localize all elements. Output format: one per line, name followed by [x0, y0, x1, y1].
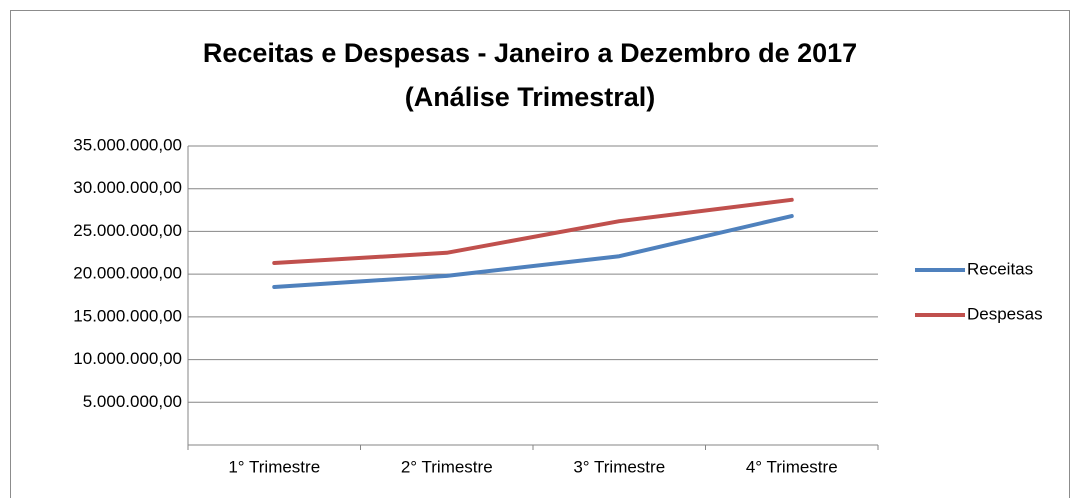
y-tick-label: 5.000.000,00 [83, 392, 182, 411]
series-line [272, 214, 794, 289]
x-tick-label: 1° Trimestre [228, 457, 320, 476]
legend-label: Despesas [967, 304, 1043, 323]
chart-frame [10, 10, 1070, 498]
x-tick-label: 3° Trimestre [573, 457, 665, 476]
y-tick-label: 15.000.000,00 [73, 306, 182, 325]
y-tick-label: 20.000.000,00 [73, 264, 182, 283]
x-tick-label: 4° Trimestre [746, 457, 838, 476]
series-line [272, 197, 794, 266]
y-tick-label: 10.000.000,00 [73, 349, 182, 368]
x-tick-label: 2° Trimestre [401, 457, 493, 476]
y-tick-label: 25.000.000,00 [73, 221, 182, 240]
chart-title: Receitas e Despesas - Janeiro a Dezembro… [203, 38, 857, 68]
chart-title: (Análise Trimestral) [405, 82, 656, 112]
y-tick-label: 30.000.000,00 [73, 178, 182, 197]
legend-label: Receitas [967, 259, 1033, 278]
y-tick-label: 35.000.000,00 [73, 135, 182, 154]
